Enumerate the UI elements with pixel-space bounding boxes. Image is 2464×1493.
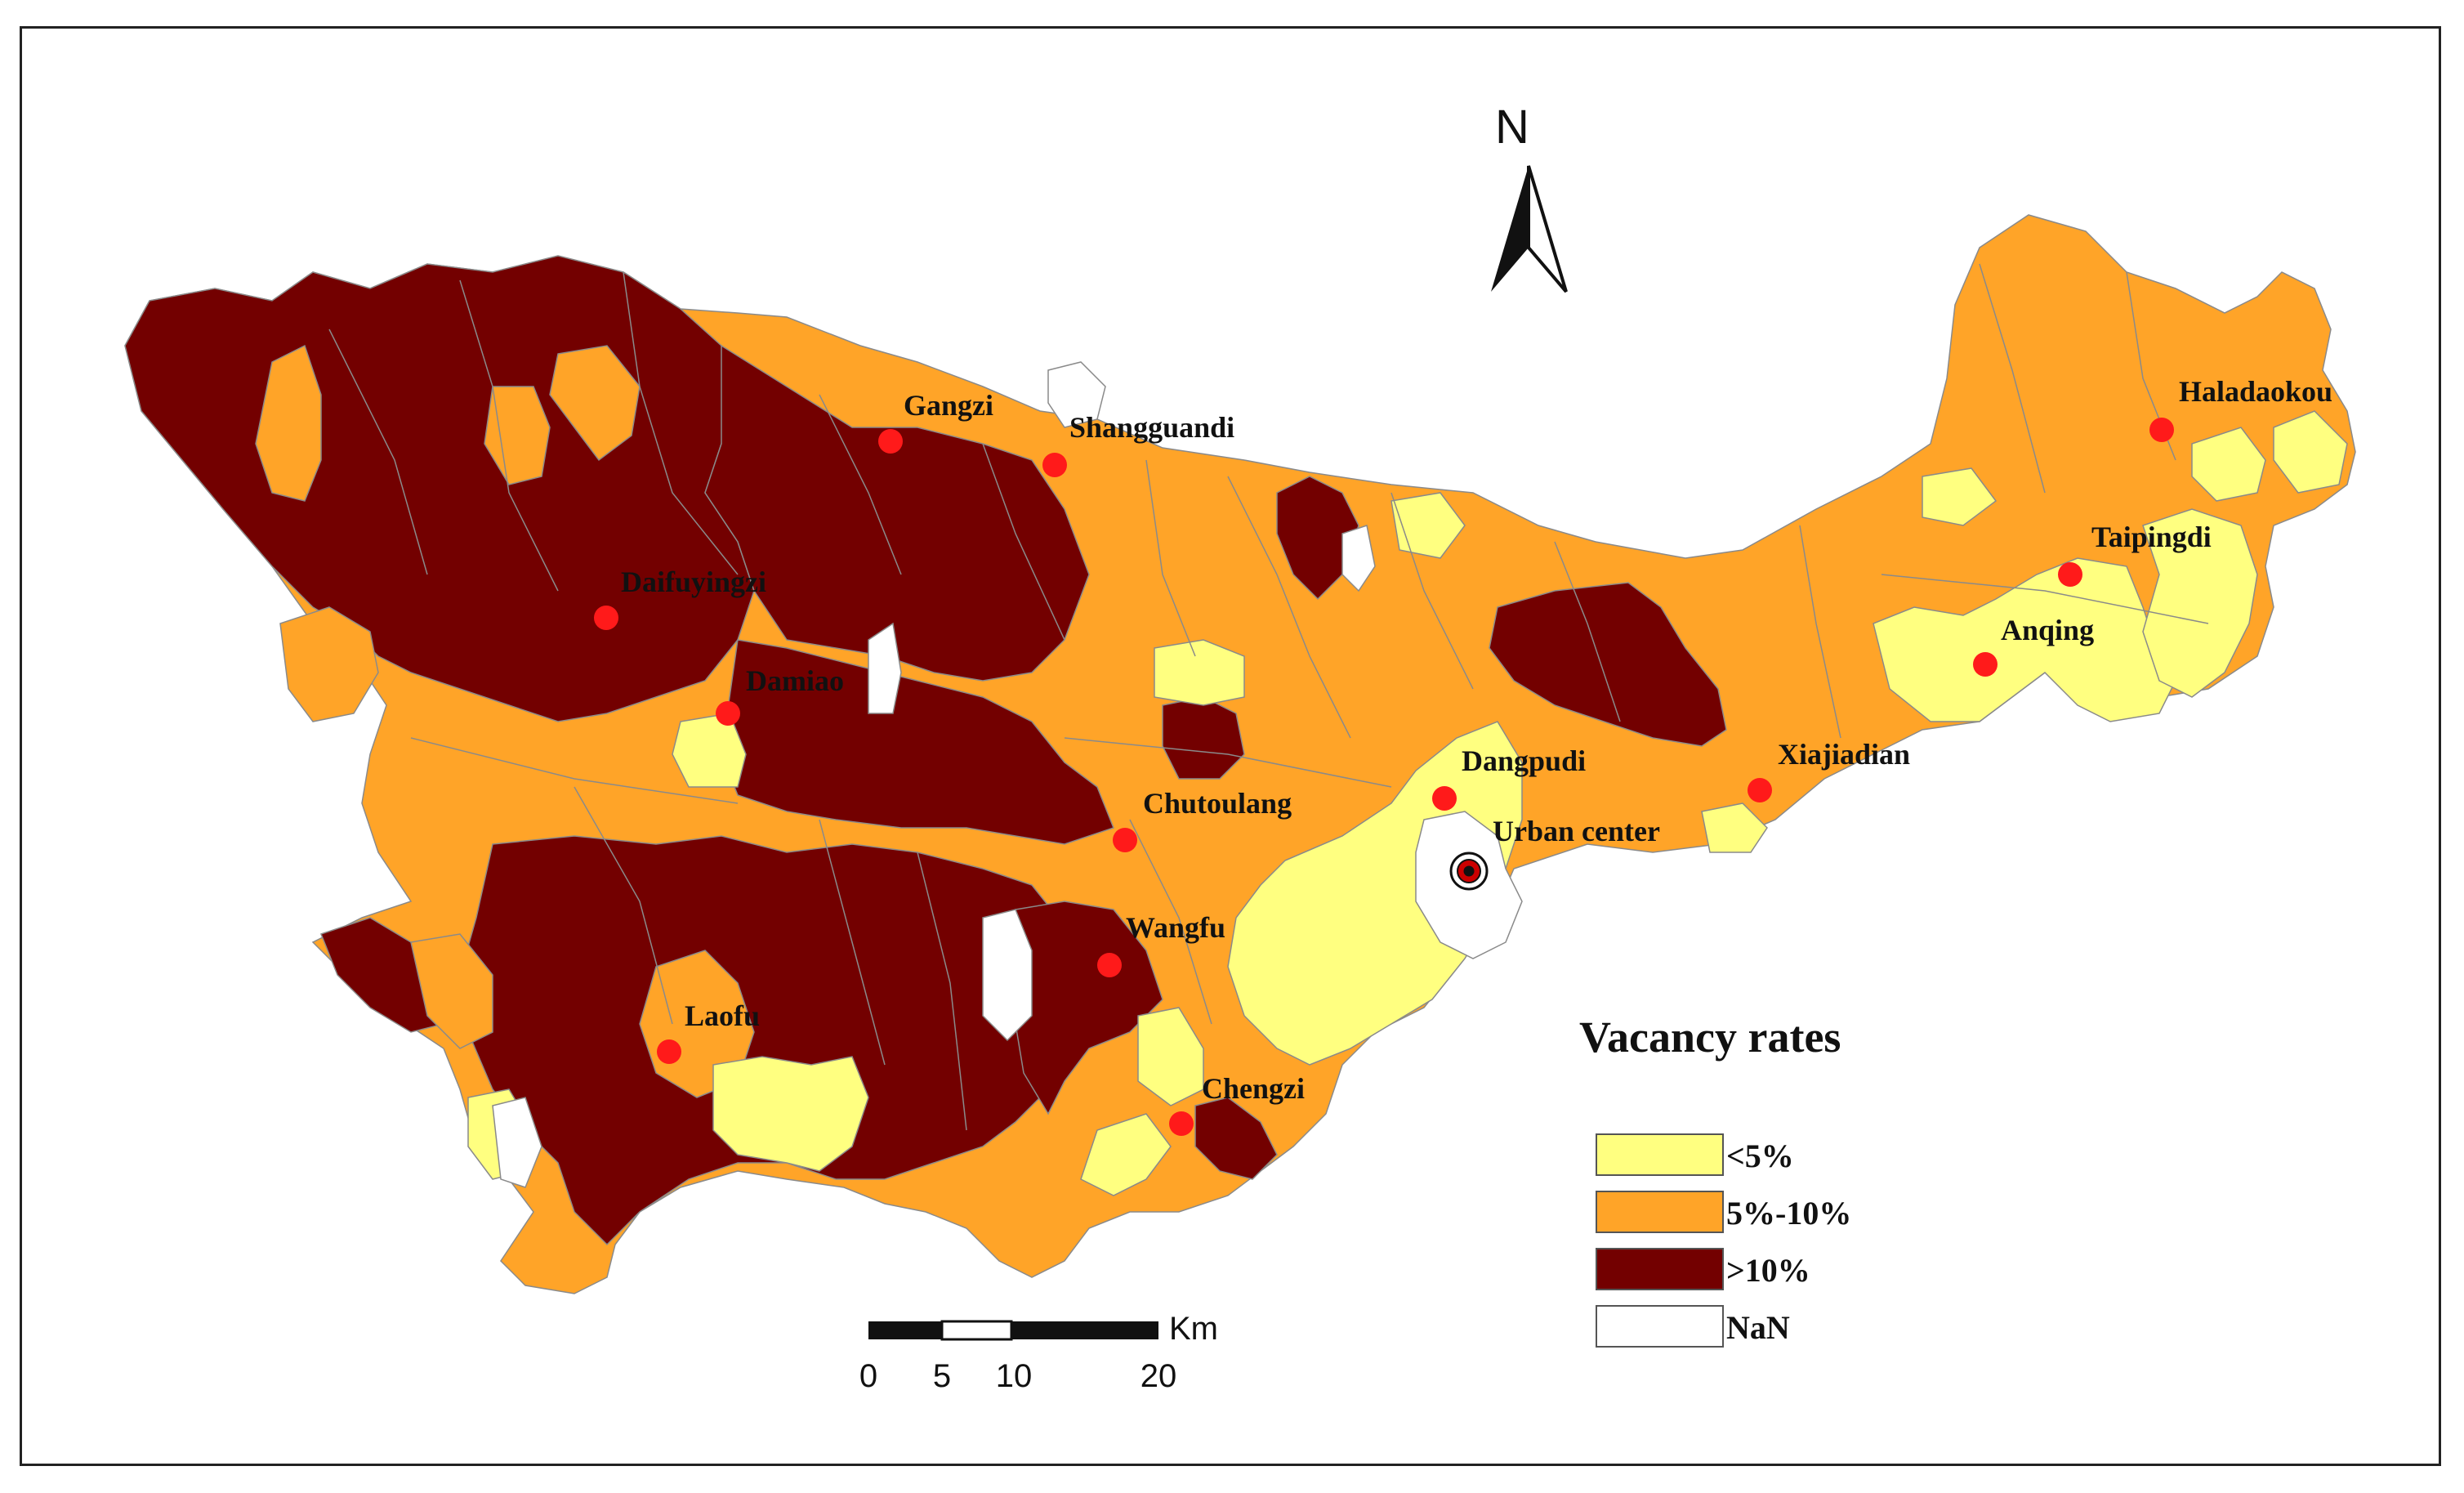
low-vacancy-laofu-region xyxy=(712,1056,869,1172)
town-label-anqing: Anqing xyxy=(2001,614,2094,646)
low-vacancy-xiajiadian-region xyxy=(1701,802,1768,853)
legend-label-nan: NaN xyxy=(1726,1309,1790,1346)
scale-tick-5: 5 xyxy=(933,1358,951,1394)
scale-bar: Km 0 5 10 20 xyxy=(859,1311,1218,1394)
low-vacancy-central-region xyxy=(1154,639,1245,706)
town-label-shangguandi: Shangguandi xyxy=(1069,411,1234,444)
town-label-wangfu: Wangfu xyxy=(1126,911,1225,944)
scale-segment-5-10 xyxy=(940,1320,1013,1341)
town-label-chengzi: Chengzi xyxy=(1202,1072,1305,1105)
north-arrow-left-half xyxy=(1491,166,1529,292)
nan-southwest-region xyxy=(492,1097,542,1188)
town-marker-shangguandi xyxy=(1042,453,1067,477)
mid-vacancy-north-inner-region xyxy=(549,345,641,462)
town-marker-damiao xyxy=(716,701,740,726)
nan-central-region xyxy=(868,622,902,714)
town-marker-chengzi xyxy=(1169,1111,1194,1136)
town-marker-daifuyingzi xyxy=(594,606,618,630)
mid-vacancy-north-inner-2-region xyxy=(484,386,551,485)
nan-east-region xyxy=(1341,525,1376,592)
legend-swatch-high xyxy=(1596,1248,1724,1290)
scale-tick-20: 20 xyxy=(1140,1358,1177,1394)
scale-segment-10-20 xyxy=(1011,1321,1158,1339)
high-vacancy-chengzi-region xyxy=(1194,1097,1278,1180)
town-label-chutoulang: Chutoulang xyxy=(1143,787,1292,820)
high-vacancy-east-region xyxy=(1489,582,1727,747)
low-vacancy-taipingdi-region xyxy=(2142,508,2258,698)
mid-vacancy-northwest-region xyxy=(255,344,322,502)
legend-title: Vacancy rates xyxy=(1579,1012,1841,1062)
north-arrow: N xyxy=(1491,101,1568,293)
legend-swatch-low xyxy=(1596,1133,1724,1176)
low-vacancy-north-region xyxy=(1390,492,1466,559)
town-marker-anqing xyxy=(1973,652,1998,677)
town-marker-dangpudi xyxy=(1432,786,1457,811)
low-vacancy-chengzi-2-region xyxy=(1137,1007,1204,1106)
town-marker-taipingdi xyxy=(2058,562,2082,587)
scale-tick-0: 0 xyxy=(859,1358,877,1394)
town-label-taipingdi: Taipingdi xyxy=(2091,521,2212,553)
north-arrow-right-half xyxy=(1527,165,1568,293)
map-frame: Gangzi Shangguandi Haladaokou Daifuyingz… xyxy=(20,26,2441,1466)
town-label-dangpudi: Dangpudi xyxy=(1462,744,1586,777)
town-marker-chutoulang xyxy=(1113,828,1137,852)
high-vacancy-north-region xyxy=(704,344,1090,682)
high-vacancy-central-region xyxy=(721,639,1114,845)
scale-unit: Km xyxy=(1169,1311,1218,1347)
town-label-haladaokou: Haladaokou xyxy=(2179,375,2332,408)
legend-label-mid: 5%-10% xyxy=(1726,1195,1851,1232)
legend-label-low: <5% xyxy=(1726,1138,1794,1174)
legend-swatch-nan xyxy=(1596,1305,1724,1348)
town-label-gangzi: Gangzi xyxy=(904,389,993,422)
town-marker-laofu xyxy=(657,1039,681,1064)
legend-label-high: >10% xyxy=(1726,1252,1810,1289)
town-dots xyxy=(594,418,2174,1136)
scale-tick-10: 10 xyxy=(996,1358,1033,1394)
town-marker-xiajiadian xyxy=(1748,778,1772,802)
town-label-xiajiadian: Xiajiadian xyxy=(1778,738,1910,771)
town-marker-haladaokou xyxy=(2149,418,2174,442)
town-marker-wangfu xyxy=(1097,953,1122,977)
urban-center-marker-ring-2 xyxy=(1463,865,1475,877)
low-vacancy-chengzi-region xyxy=(1080,1113,1172,1196)
legend: Vacancy rates <5% 5%-10% >10% NaN xyxy=(1579,1012,1851,1348)
legend-swatch-mid xyxy=(1596,1191,1724,1233)
mid-vacancy-daifuyingzi-region xyxy=(279,606,379,722)
town-label-laofu: Laofu xyxy=(685,999,760,1032)
town-label-damiao: Damiao xyxy=(746,664,844,697)
town-label-urban-center: Urban center xyxy=(1493,815,1660,847)
mid-vacancy-southwest-region xyxy=(410,933,493,1049)
district-boundaries xyxy=(328,263,2209,1131)
town-label-daifuyingzi: Daifuyingzi xyxy=(621,565,766,598)
nan-north-region xyxy=(1047,361,1106,428)
town-marker-gangzi xyxy=(878,429,903,454)
vacancy-map: Gangzi Shangguandi Haladaokou Daifuyingz… xyxy=(124,101,2356,1394)
low-vacancy-northeast-region xyxy=(2273,410,2348,494)
nan-south-region xyxy=(982,909,1033,1042)
high-vacancy-west-region xyxy=(124,255,755,722)
low-vacancy-east-region xyxy=(1922,467,1998,526)
low-vacancy-haladaokou-region xyxy=(2191,427,2266,502)
scale-segment-0-5 xyxy=(868,1321,942,1339)
north-label: N xyxy=(1495,101,1529,154)
